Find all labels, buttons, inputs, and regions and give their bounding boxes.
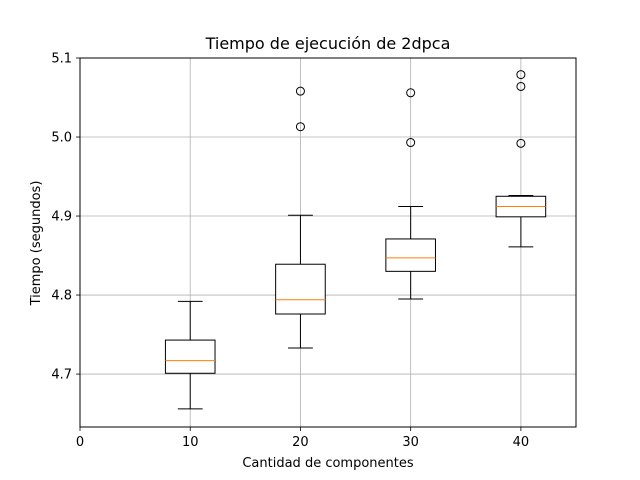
x-tick-label: 40 xyxy=(513,435,530,450)
outlier-point xyxy=(406,88,416,98)
outlier-point xyxy=(516,70,526,80)
box-group xyxy=(385,88,436,300)
y-tick-label: 4.7 xyxy=(51,368,72,383)
outlier-point xyxy=(295,86,305,96)
outlier-point xyxy=(516,138,526,148)
x-tick-label: 0 xyxy=(76,435,84,450)
y-tick-label: 4.8 xyxy=(51,289,72,304)
y-axis-label: Tiempo (segundos) xyxy=(29,181,44,307)
x-tick-label: 30 xyxy=(402,435,419,450)
iqr-box xyxy=(275,263,326,315)
x-tick-label: 10 xyxy=(182,435,199,450)
y-tick-label: 5.0 xyxy=(51,131,72,146)
iqr-box xyxy=(385,238,436,272)
ticks-layer: 0 10 20 30 40 4.7 4.8 4.9 5.0 5.1 xyxy=(51,52,529,451)
x-tick-label: 20 xyxy=(292,435,309,450)
iqr-box xyxy=(164,339,216,374)
y-tick-label: 4.9 xyxy=(51,210,72,225)
outlier-point xyxy=(516,81,526,91)
outlier-point xyxy=(406,138,416,148)
box-group xyxy=(495,70,547,248)
outlier-point xyxy=(295,122,305,132)
box-group xyxy=(164,300,216,410)
grid-lines xyxy=(79,57,576,427)
chart-title: Tiempo de ejecución de 2dpca xyxy=(205,34,451,53)
y-tick-label: 5.1 xyxy=(51,52,72,67)
axes-frame xyxy=(79,57,577,428)
x-axis-label: Cantidad de componentes xyxy=(242,456,414,471)
box-group xyxy=(275,86,326,349)
boxes-layer xyxy=(164,70,547,410)
